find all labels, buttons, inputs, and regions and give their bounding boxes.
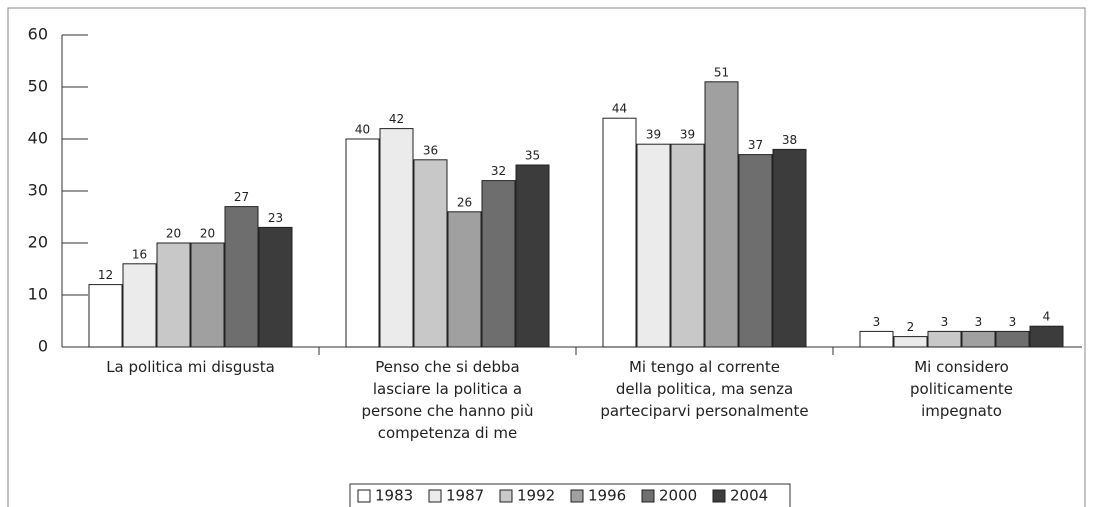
value-label: 32 [491, 164, 506, 178]
legend-label: 1987 [446, 487, 484, 505]
y-tick-label: 40 [28, 129, 48, 148]
y-tick-label: 20 [28, 233, 48, 252]
value-label: 23 [268, 211, 283, 225]
value-label: 20 [166, 227, 181, 241]
value-label: 3 [975, 315, 983, 329]
bar [961, 330, 996, 348]
value-label: 16 [132, 247, 147, 261]
value-label: 35 [525, 149, 540, 163]
value-label: 38 [782, 133, 797, 147]
value-label: 3 [941, 315, 949, 329]
bar [995, 330, 1030, 348]
bar [379, 128, 414, 348]
bar [927, 330, 962, 348]
legend-swatch [357, 489, 371, 503]
bar [893, 336, 928, 348]
bar [602, 117, 637, 348]
bar [156, 242, 191, 348]
legend-swatch [712, 489, 726, 503]
bar [636, 143, 671, 348]
x-tick-label: Mi tengo al corrente della politica, ma s… [600, 358, 808, 420]
bar [88, 284, 123, 348]
y-tick-label: 30 [28, 181, 48, 200]
bar [1029, 325, 1064, 348]
value-label: 4 [1043, 310, 1051, 324]
legend-swatch [641, 489, 655, 503]
legend-swatch [499, 489, 513, 503]
value-label: 2 [907, 320, 915, 334]
value-label: 20 [200, 227, 215, 241]
legend-label: 1992 [517, 487, 555, 505]
x-tick-label: Penso che si debba lasciare la politica a… [361, 358, 533, 442]
value-label: 39 [646, 128, 661, 142]
y-tick-label: 60 [28, 25, 48, 44]
bar [515, 164, 550, 348]
value-label: 51 [714, 65, 729, 79]
bar [345, 138, 380, 348]
value-label: 42 [389, 112, 404, 126]
value-label: 26 [457, 195, 472, 209]
bar [704, 81, 739, 348]
value-label: 3 [1009, 315, 1017, 329]
bar [447, 211, 482, 348]
value-label: 27 [234, 190, 249, 204]
bar [481, 180, 516, 348]
legend-swatch [428, 489, 442, 503]
value-label: 37 [748, 138, 763, 152]
bar [859, 330, 894, 348]
y-tick-label: 10 [28, 285, 48, 304]
legend-label: 1996 [588, 487, 626, 505]
value-label: 39 [680, 128, 695, 142]
value-label: 12 [98, 268, 113, 282]
legend-label: 1983 [375, 487, 413, 505]
value-label: 36 [423, 143, 438, 157]
bar [772, 148, 807, 348]
bar [413, 159, 448, 348]
bar [258, 226, 293, 348]
bar [670, 143, 705, 348]
x-tick-label: Mi considero politicamente impegnato [910, 358, 1013, 420]
bar [122, 263, 157, 348]
value-label: 3 [873, 315, 881, 329]
legend-label: 2000 [659, 487, 697, 505]
bar [738, 154, 773, 348]
x-tick-label: La politica mi disgusta [106, 358, 275, 376]
legend-swatch [570, 489, 584, 503]
y-tick-label: 50 [28, 77, 48, 96]
value-label: 44 [612, 102, 627, 116]
frame [7, 7, 1086, 507]
bar [190, 242, 225, 348]
legend-box [349, 483, 791, 507]
y-tick-label: 0 [38, 337, 48, 356]
value-label: 40 [355, 123, 370, 137]
legend-label: 2004 [730, 487, 768, 505]
bar [224, 206, 259, 348]
